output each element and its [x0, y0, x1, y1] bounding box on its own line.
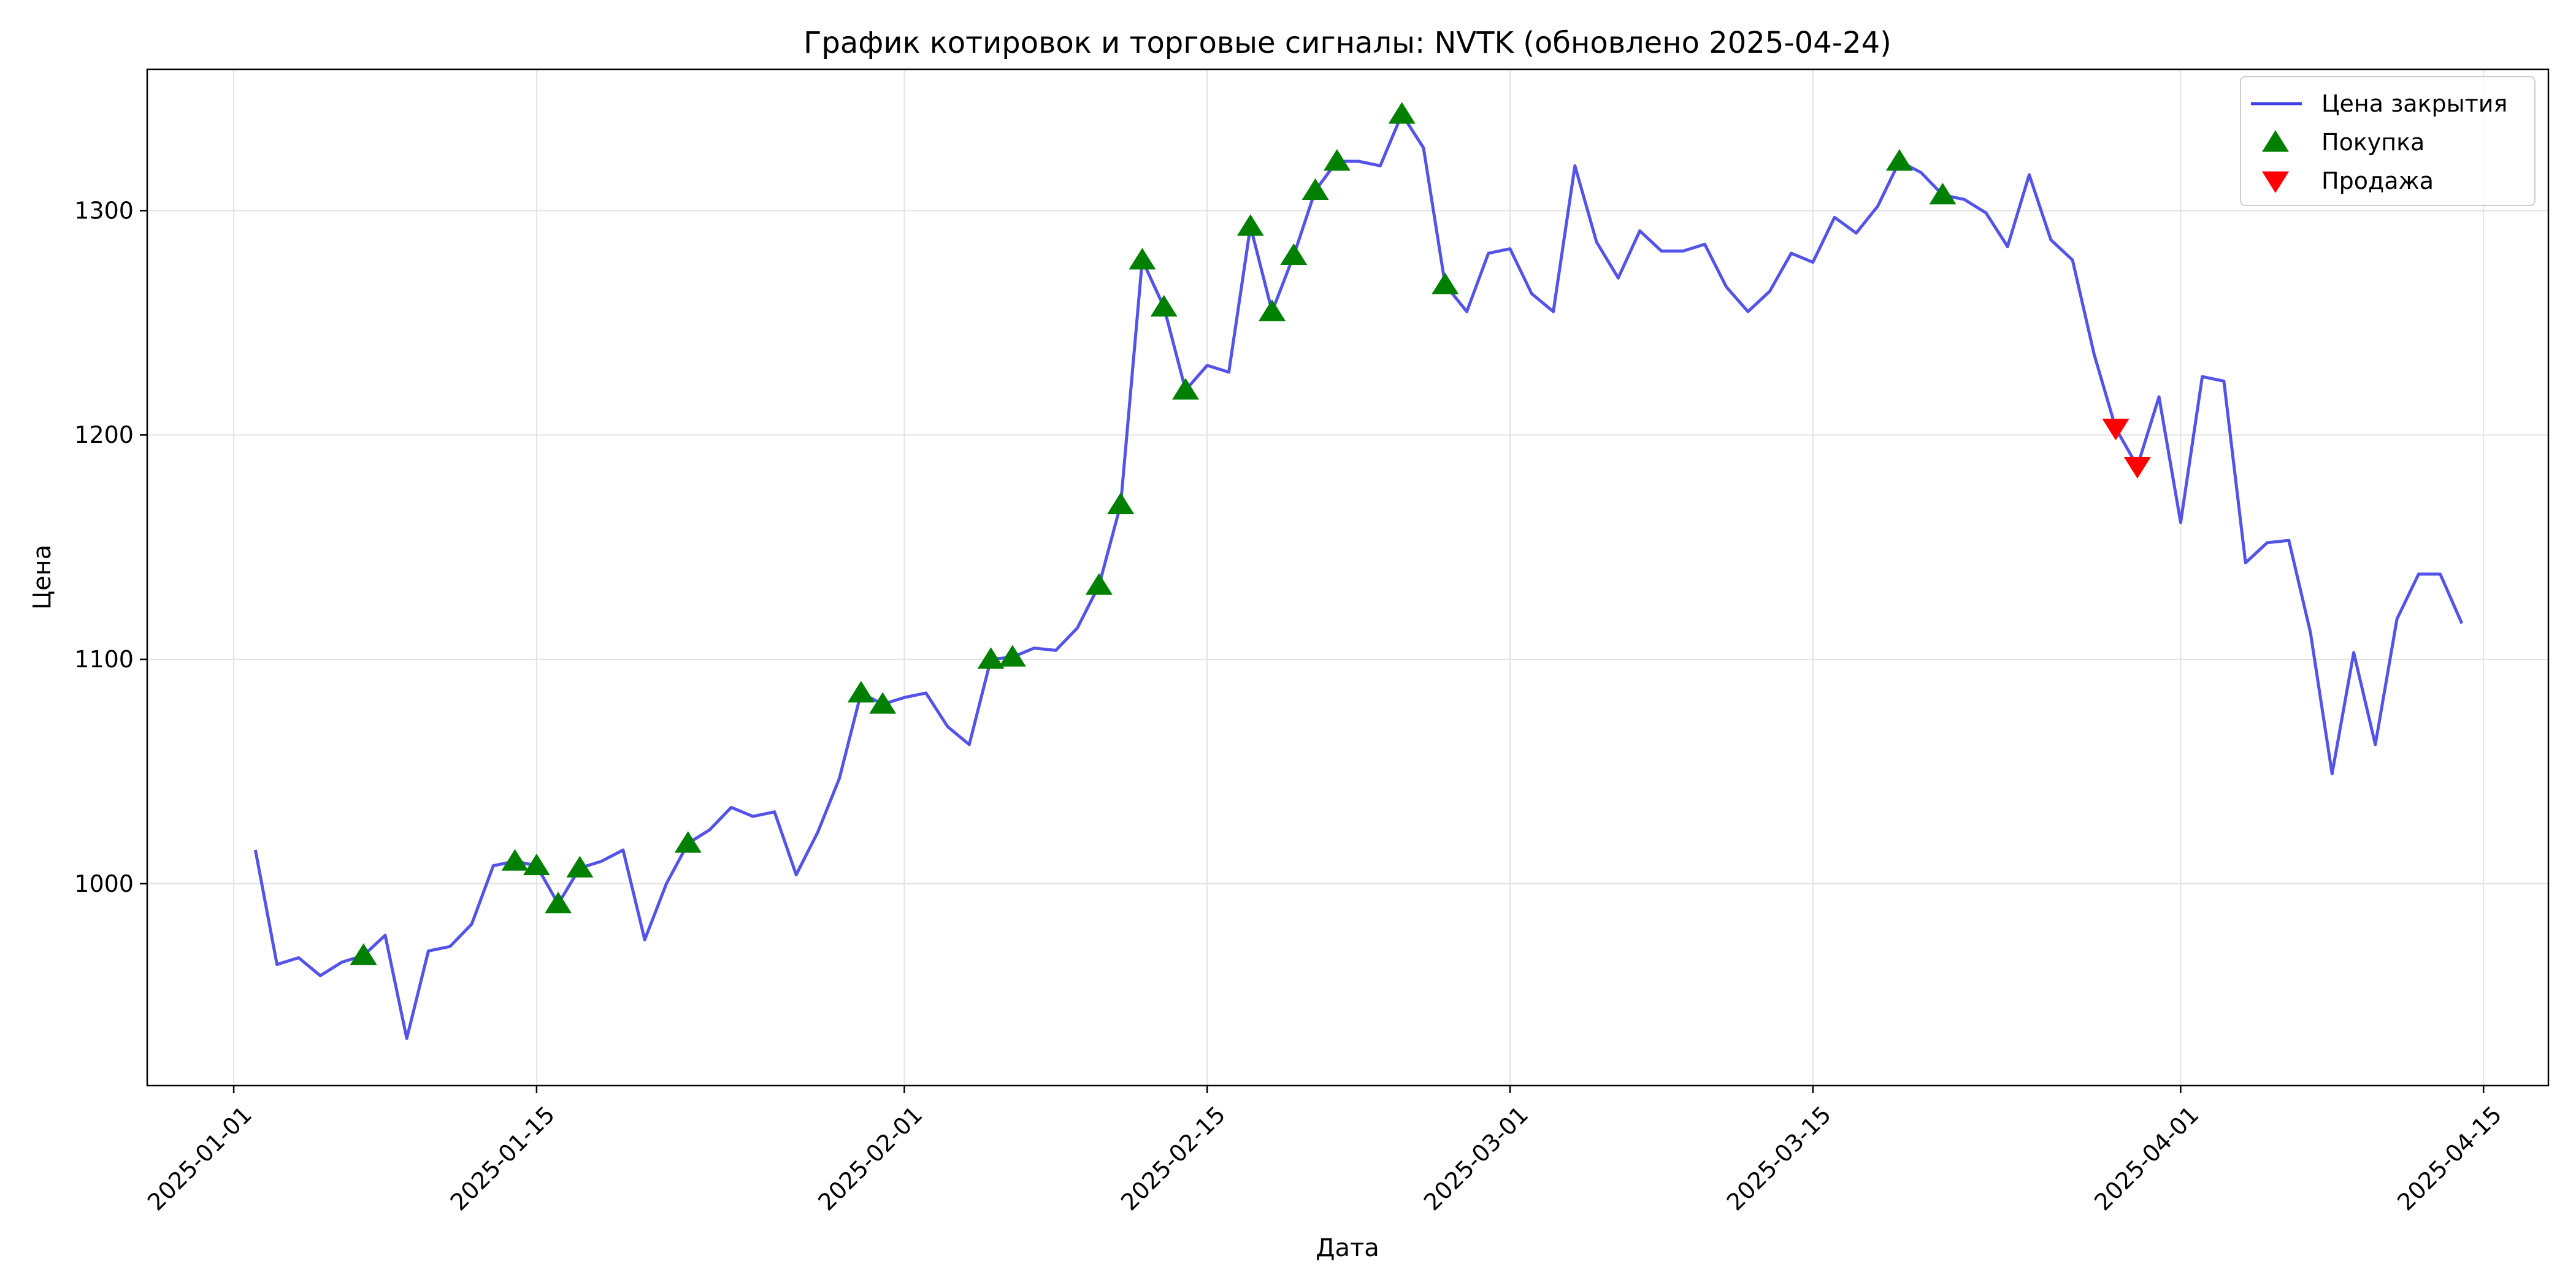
buy-marker	[1085, 573, 1113, 595]
grid	[147, 69, 2548, 1086]
buy-marker	[1171, 378, 1199, 400]
legend-label: Цена закрытия	[2321, 90, 2507, 117]
legend-box	[2240, 76, 2536, 206]
buy-marker	[1150, 294, 1178, 317]
y-tick-label: 1200	[74, 421, 134, 448]
buy-marker	[566, 856, 594, 878]
buy-marker	[1259, 299, 1286, 321]
y-tick-label: 1300	[74, 197, 134, 224]
buy-marker	[1280, 243, 1308, 266]
legend-label: Покупка	[2321, 129, 2425, 156]
sell-marker	[2102, 418, 2129, 441]
buy-marker	[869, 692, 897, 714]
legend-label: Продажа	[2321, 167, 2434, 194]
buy-marker	[847, 681, 875, 703]
buy-marker	[1929, 183, 1957, 205]
buy-marker	[999, 645, 1026, 667]
buy-marker	[1323, 149, 1351, 171]
buy-marker	[1129, 248, 1156, 270]
buy-marker	[1236, 214, 1264, 236]
plot-series	[253, 102, 2464, 1040]
legend-swatch-sell	[2262, 171, 2289, 193]
buy-marker	[545, 891, 572, 914]
buy-marker	[501, 849, 529, 871]
plot-frame	[146, 68, 2550, 1087]
x-axis-title: Дата	[1316, 1234, 1379, 1262]
buy-marker	[977, 647, 1005, 669]
buy-marker	[1388, 102, 1416, 124]
sell-marker	[2123, 456, 2151, 479]
buy-marker	[1107, 492, 1135, 515]
legend: Цена закрытия Покупка Продажа	[2240, 76, 2536, 206]
buy-marker	[523, 853, 550, 875]
buy-marker	[1432, 272, 1459, 294]
y-tick-label: 1000	[74, 870, 134, 897]
price-line	[253, 112, 2464, 1040]
buy-marker	[1301, 178, 1329, 200]
legend-swatch-buy	[2262, 130, 2289, 152]
buy-marker	[350, 943, 377, 965]
buy-marker	[1885, 149, 1913, 171]
chart-title: График котировок и торговые сигналы: NVT…	[803, 26, 1892, 60]
y-tick-label: 1100	[74, 646, 134, 673]
y-axis-title: Цена	[28, 545, 56, 610]
buy-marker	[674, 831, 702, 853]
